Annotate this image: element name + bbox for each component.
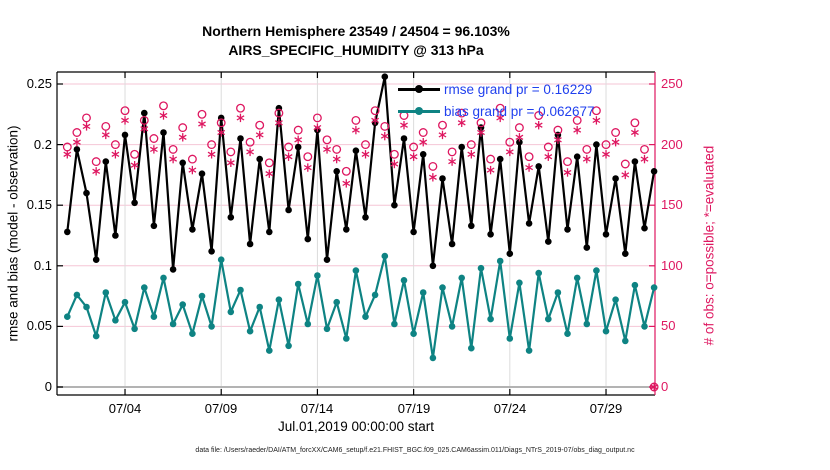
data-file-annotation: data file: /Users/raeder/DAI/ATM_forcXX/… <box>195 447 635 454</box>
y-left-tick-1: 0.05 <box>26 318 52 334</box>
chart-title: Northern Hemisphere 23549 / 24504 = 96.1… <box>57 22 655 60</box>
y-right-tick-0: 0 <box>661 379 669 394</box>
y-right-tick-1: 50 <box>661 318 676 334</box>
bias-legend-label: bias grand pr = 0.062677 <box>444 103 595 119</box>
y-left-tick-5: 0.25 <box>26 76 52 91</box>
rmse-legend-marker <box>398 85 440 93</box>
x-tick-3: 07/19 <box>397 401 431 416</box>
rmse-prior-series <box>64 73 658 273</box>
legend-entry-rmse: rmse grand pr = 0.16229 <box>398 80 592 98</box>
y-right-tick-2: 100 <box>661 257 683 273</box>
x-tick-4: 07/24 <box>493 401 527 416</box>
y-left-tick-4: 0.2 <box>33 136 52 152</box>
x-tick-1: 07/09 <box>204 401 238 416</box>
y-left-tick-2: 0.1 <box>33 257 52 273</box>
bias-legend-marker <box>398 107 440 115</box>
bias-prior-series <box>64 252 658 362</box>
N-possible-markers <box>62 101 659 392</box>
rmse-legend-label: rmse grand pr = 0.16229 <box>444 81 593 97</box>
N-evaluated-markers <box>63 111 659 392</box>
x-tick-5: 07/29 <box>589 401 623 416</box>
y-right-tick-4: 200 <box>661 136 683 152</box>
x-axis-label: Jul.01,2019 00:00:00 start <box>277 419 435 434</box>
y-right-tick-3: 150 <box>661 197 683 213</box>
legend-entry-bias: bias grand pr = 0.062677 <box>398 102 595 120</box>
axes-box <box>56 71 656 396</box>
chart-title-line1: Northern Hemisphere 23549 / 24504 = 96.1… <box>202 23 510 39</box>
y-left-tick-3: 0.15 <box>26 197 52 213</box>
v-gridlines <box>124 72 607 395</box>
y-axis-label-right: # of obs: o=possible; *=evaluated <box>701 145 717 346</box>
x-tick-0: 07/04 <box>108 401 142 416</box>
y-axis-label-left: rmse and bias (model - observation) <box>5 125 21 342</box>
x-tick-2: 07/14 <box>300 401 334 416</box>
y-left-tick-0: 0 <box>44 379 52 394</box>
y-right-tick-5: 250 <box>661 76 683 91</box>
chart-title-line2: AIRS_SPECIFIC_HUMIDITY @ 313 hPa <box>228 42 484 58</box>
